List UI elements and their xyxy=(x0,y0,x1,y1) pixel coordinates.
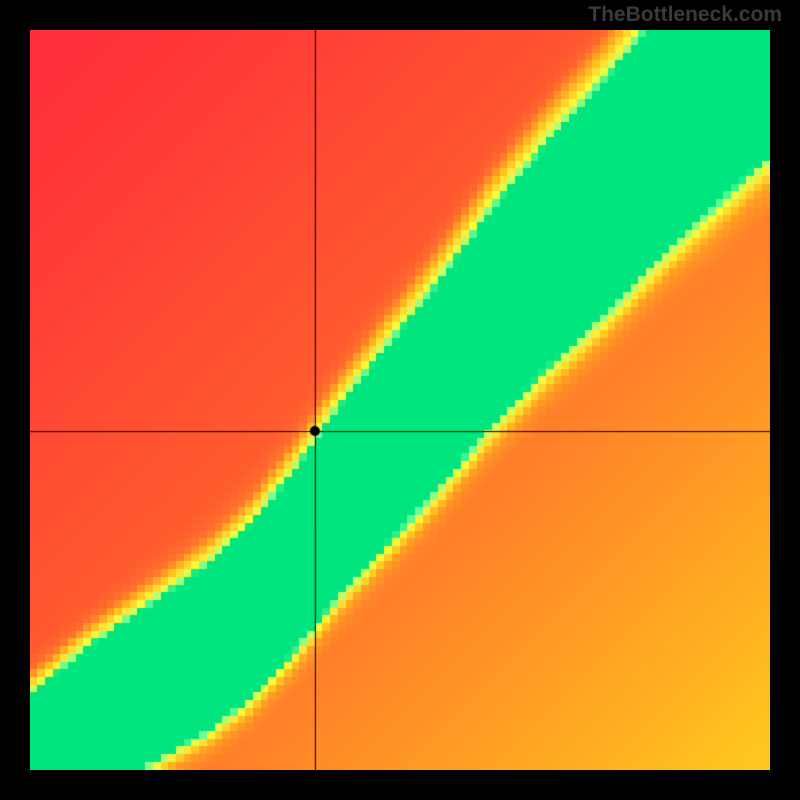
bottleneck-heatmap xyxy=(30,30,770,770)
watermark-text: TheBottleneck.com xyxy=(588,3,782,27)
